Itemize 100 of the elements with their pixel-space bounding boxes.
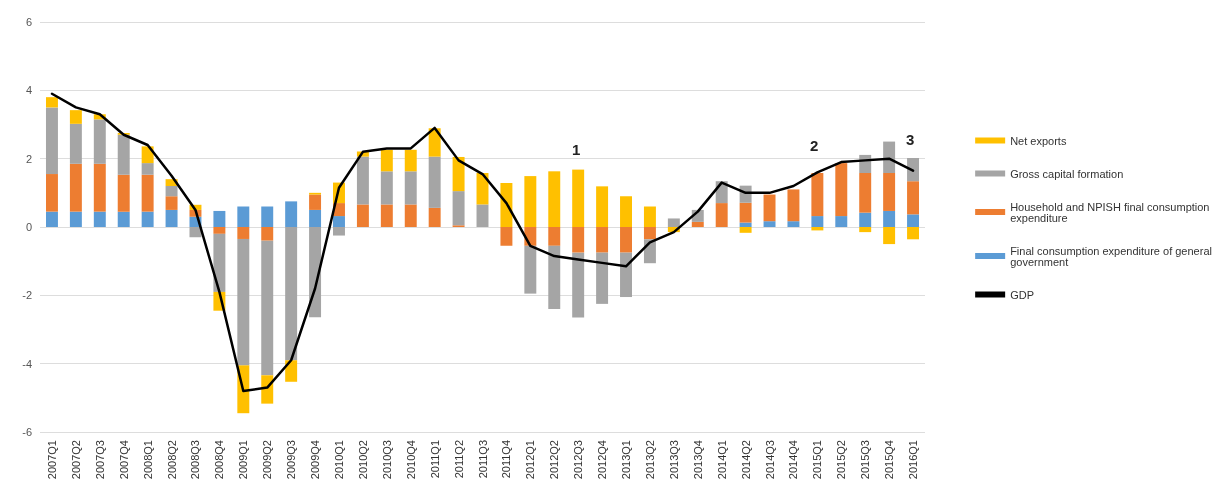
bar (572, 169, 585, 227)
bar (261, 227, 274, 241)
bar (524, 245, 537, 294)
bar (93, 211, 106, 227)
x-tick-label: 2014Q1 (715, 440, 728, 480)
bar (667, 218, 680, 227)
bar (739, 202, 752, 223)
bar (261, 206, 274, 227)
bar (213, 227, 226, 234)
x-tick-label: 2011Q1 (428, 440, 441, 479)
bar (237, 238, 250, 366)
legend-label: Net exports (1010, 134, 1067, 147)
bar (596, 252, 609, 304)
bar (380, 149, 393, 172)
x-tick-label: 2016Q1 (907, 440, 920, 480)
bar (45, 97, 58, 108)
bar (715, 203, 728, 227)
bar (428, 207, 441, 227)
x-tick-label: 2015Q4 (883, 440, 896, 480)
x-tick-label: 2007Q2 (69, 440, 82, 480)
bar (883, 141, 896, 174)
x-tick-label: 2012Q1 (524, 440, 537, 480)
bar (165, 186, 178, 197)
bar (907, 181, 920, 215)
x-tick-label: 2014Q4 (787, 440, 800, 480)
bar (333, 216, 345, 227)
bar (404, 171, 417, 205)
bar (811, 216, 824, 227)
legend-label: Final consumption expenditure of general government (1010, 244, 1216, 268)
bar (572, 252, 585, 318)
x-tick-label: 2007Q4 (117, 440, 130, 480)
bar (787, 189, 800, 222)
x-tick-label: 2010Q1 (332, 440, 345, 480)
y-tick-label: -6 (22, 426, 32, 438)
bar (907, 214, 920, 227)
bar (739, 227, 752, 233)
x-tick-label: 2015Q1 (811, 440, 824, 480)
bar (691, 221, 704, 227)
bar (213, 233, 226, 292)
x-tick-label: 2009Q2 (261, 440, 274, 480)
y-tick-label: -4 (22, 357, 32, 370)
x-tick-label: 2008Q1 (141, 440, 154, 480)
x-tick-label: 2011Q2 (452, 440, 465, 479)
bar (596, 186, 609, 227)
x-tick-label: 2012Q3 (572, 440, 585, 480)
bar (117, 174, 130, 212)
x-tick-label: 2012Q4 (596, 440, 609, 480)
x-tick-label: 2010Q3 (380, 440, 393, 480)
bar (859, 227, 872, 233)
x-tick-label: 2007Q1 (45, 440, 58, 480)
bar (428, 156, 441, 208)
bar (45, 174, 58, 212)
line-series (50, 92, 915, 393)
bar (356, 204, 369, 227)
bar (261, 240, 274, 376)
bar (739, 222, 752, 227)
bar (69, 211, 82, 227)
bar (404, 149, 417, 172)
legend-label: Gross capital formation (1010, 167, 1124, 180)
x-tick-label: 2008Q4 (213, 440, 226, 480)
bar (548, 227, 561, 246)
bar (835, 216, 848, 227)
bar (763, 221, 776, 227)
bar (620, 252, 632, 298)
x-tick-label: 2013Q1 (620, 440, 633, 480)
bar (859, 212, 872, 227)
legend-label: GDP (1010, 288, 1034, 301)
x-tick-label: 2013Q4 (691, 440, 704, 480)
bar (141, 163, 154, 175)
bar (165, 196, 178, 210)
bar (763, 194, 776, 222)
annotation: 2 (810, 137, 819, 154)
x-tick-label: 2013Q2 (643, 440, 656, 480)
bar (117, 134, 130, 175)
y-tick-label: 6 (25, 16, 32, 28)
bar (572, 227, 585, 253)
bar (45, 107, 58, 175)
x-tick-label: 2014Q2 (739, 440, 752, 480)
bar (45, 211, 58, 227)
bar (883, 173, 896, 211)
bar (165, 209, 178, 227)
bar (69, 163, 82, 212)
y-tick-label: 2 (25, 152, 32, 165)
x-tick-label: 2011Q4 (500, 440, 513, 479)
bar (643, 206, 656, 227)
y-tick-label: -2 (22, 289, 32, 302)
x-tick-label: 2013Q3 (667, 440, 680, 480)
y-tick-label: 0 (25, 221, 32, 233)
x-tick-label: 2009Q3 (285, 440, 298, 480)
bar (643, 227, 656, 240)
bar (141, 211, 154, 227)
bar (189, 227, 202, 238)
bar (237, 227, 250, 239)
legend-label: Household and NPISH final consumption expenditure (1010, 200, 1213, 224)
bar (907, 157, 920, 182)
x-tick-label: 2009Q4 (309, 440, 322, 480)
x-tick-label: 2015Q2 (835, 440, 848, 480)
annotation: 3 (906, 131, 915, 148)
bar (93, 119, 106, 164)
bar (883, 227, 896, 245)
